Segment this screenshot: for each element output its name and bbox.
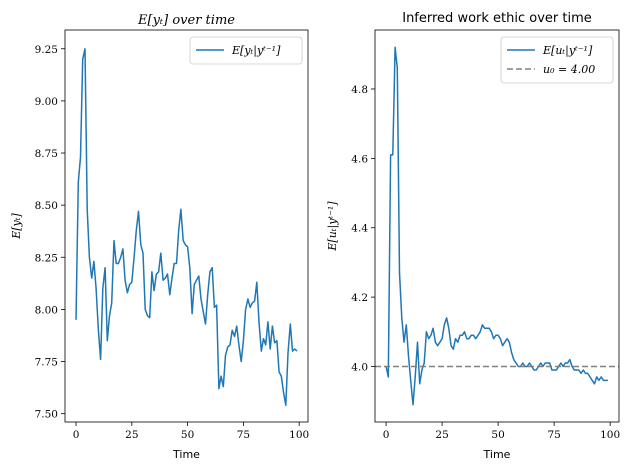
- left-y-tick-label: 8.50: [35, 200, 58, 212]
- left-chart-title: E[yₜ] over time: [137, 13, 235, 28]
- left-x-tick-label: 100: [289, 429, 309, 441]
- right-legend-label: u₀ = 4.00: [543, 63, 595, 76]
- right-y-tick-label: 4.4: [351, 223, 368, 235]
- right-series-line: [386, 47, 608, 404]
- right-legend-label: E[uₜ|yᵗ⁻¹]: [542, 44, 593, 58]
- left-legend-label: E[yₜ|yᵗ⁻¹]: [231, 44, 281, 58]
- left-x-tick-label: 25: [125, 429, 138, 441]
- left-y-tick-label: 8.00: [35, 304, 58, 316]
- left-x-tick-label: 50: [181, 429, 194, 441]
- right-x-tick-label: 0: [383, 429, 390, 441]
- left-y-axis-label: E[yₜ]: [10, 213, 23, 240]
- left-y-tick-label: 7.75: [35, 357, 58, 369]
- right-axes-frame: [375, 30, 619, 422]
- right-y-axis-label: E[uₜ|yᵗ⁻¹]: [326, 201, 340, 252]
- right-y-tick-label: 4.0: [351, 361, 368, 373]
- left-series-line: [76, 49, 297, 406]
- right-chart-title: Inferred work ethic over time: [402, 11, 592, 26]
- left-axes-frame: [65, 30, 308, 422]
- left-x-axis-label: Time: [172, 448, 200, 461]
- left-y-tick-label: 8.25: [35, 252, 58, 264]
- right-x-axis-label: Time: [483, 448, 511, 461]
- left-x-tick-label: 0: [73, 429, 80, 441]
- right-subplot: Inferred work ethic over time Time E[uₜ|…: [326, 11, 620, 461]
- right-y-tick-label: 4.8: [351, 84, 368, 96]
- left-subplot: E[yₜ] over time Time E[yₜ] 0 25 50 75 100 7.5…: [10, 13, 309, 461]
- right-x-tick-label: 100: [600, 429, 620, 441]
- right-y-tick-label: 4.6: [351, 153, 368, 165]
- left-y-tick-label: 9.00: [35, 96, 58, 108]
- left-y-tick-label: 9.25: [35, 44, 58, 56]
- right-x-tick-label: 50: [491, 429, 504, 441]
- left-y-tick-label: 7.50: [35, 409, 58, 421]
- left-x-tick-label: 75: [237, 429, 250, 441]
- left-y-tick-label: 8.75: [35, 148, 58, 160]
- right-y-tick-label: 4.2: [351, 292, 368, 304]
- right-x-tick-label: 75: [547, 429, 560, 441]
- right-x-tick-label: 25: [435, 429, 448, 441]
